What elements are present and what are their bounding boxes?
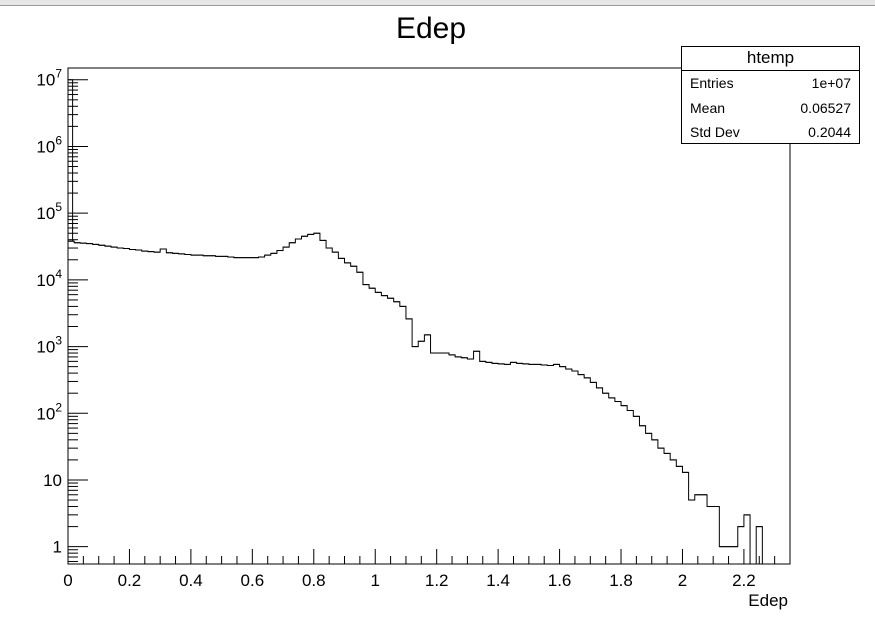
stats-row-mean: Mean 0.06527 [682,96,859,121]
x-tick-label: 0 [63,571,72,590]
stats-row-stddev: Std Dev 0.2044 [682,120,859,145]
x-tick-labels: 0 0.2 0.4 0.6 0.8 1 1.2 1.4 1.6 1.8 2 2.2 [63,571,755,590]
stats-value: 1e+07 [811,75,851,91]
axis-ticks [67,79,791,564]
y-tick-labels: 1 10 102 103 104 105 106 107 [36,67,62,557]
x-axis-label: Edep [748,591,788,610]
x-tick-label: 1.2 [425,571,449,590]
histogram-outline [68,232,769,565]
y-tick-label: 106 [36,133,62,156]
stats-row-entries: Entries 1e+07 [682,71,859,96]
x-tick-label: 2 [678,571,687,590]
stats-title: htemp [682,47,859,71]
x-tick-label: 1 [370,571,379,590]
y-tick-label: 104 [36,267,62,290]
y-tick-label: 102 [36,400,62,423]
x-tick-label: 1.4 [486,571,510,590]
y-tick-label: 1 [53,538,62,557]
x-tick-label: 0.8 [302,571,326,590]
y-tick-label: 105 [36,200,62,223]
x-tick-label: 1.8 [609,571,633,590]
stats-value: 0.2044 [808,124,851,140]
stats-label: Entries [690,75,734,91]
x-tick-label: 0.2 [118,571,142,590]
x-tick-label: 0.6 [241,571,265,590]
stats-value: 0.06527 [800,99,851,116]
stats-label: Mean [690,99,726,116]
chart-title: Edep [396,12,466,45]
y-tick-label: 10 [43,471,62,490]
zero-bin-spike [67,79,74,564]
x-tick-label: 0.4 [179,571,203,590]
x-tick-label: 2.2 [732,571,756,590]
stats-label: Std Dev [690,124,740,140]
stats-box: htemp Entries 1e+07 Mean 0.06527 Std Dev… [681,46,860,144]
y-tick-label: 107 [36,67,62,90]
y-tick-label: 103 [36,334,62,357]
window-top-bar [0,0,875,6]
x-tick-label: 1.6 [548,571,572,590]
histogram-bins [67,79,763,564]
